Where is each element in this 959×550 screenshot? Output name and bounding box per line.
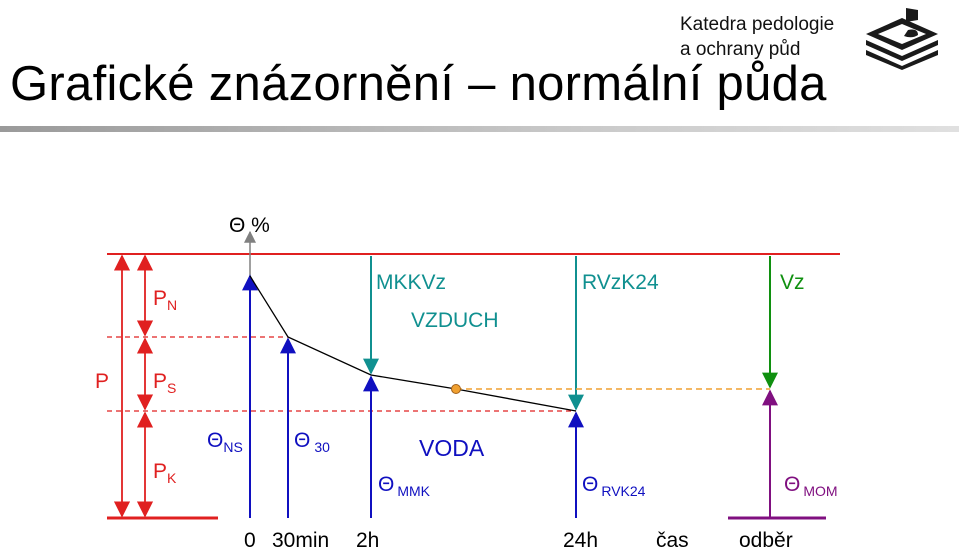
x-label-24h: 24h [563, 529, 598, 550]
theta-ns-label: ΘNS [207, 429, 243, 455]
air-region-label: VZDUCH [411, 309, 499, 332]
organization-line-1: Katedra pedologie [680, 14, 835, 35]
ps-label: PS [153, 370, 176, 396]
vz-label: Vz [780, 271, 805, 294]
pn-label: PN [153, 287, 177, 313]
theta-30-label: Θ 30 [294, 429, 330, 455]
mkkvz-label: MKKVz [376, 271, 446, 294]
organization-line-2: a ochrany půd [680, 39, 801, 60]
pk-label: PK [153, 460, 177, 486]
theta-rvk24-label: Θ RVK24 [582, 473, 646, 499]
y-axis-label: Θ % [229, 214, 270, 237]
organization-name: Katedra pedologie a ochrany půd [680, 12, 834, 62]
theta-mom-label: Θ MOM [784, 473, 838, 499]
x-label-2h: 2h [356, 529, 379, 550]
x-label-0: 0 [244, 529, 256, 550]
x-axis-time-label: čas [656, 529, 689, 550]
p-label: P [95, 370, 109, 393]
sample-point [451, 384, 461, 394]
title-divider [0, 126, 959, 132]
rvzk24-label: RVzK24 [582, 271, 659, 294]
page-title: Grafické znázornění – normální půda [10, 57, 827, 111]
x-label-30min: 30min [272, 529, 329, 550]
department-logo-icon [866, 8, 938, 70]
theta-mmk-label: Θ MMK [378, 473, 431, 499]
x-axis-sample-label: odběr [739, 529, 793, 550]
drainage-curve [249, 275, 577, 412]
water-region-label: VODA [419, 435, 485, 461]
